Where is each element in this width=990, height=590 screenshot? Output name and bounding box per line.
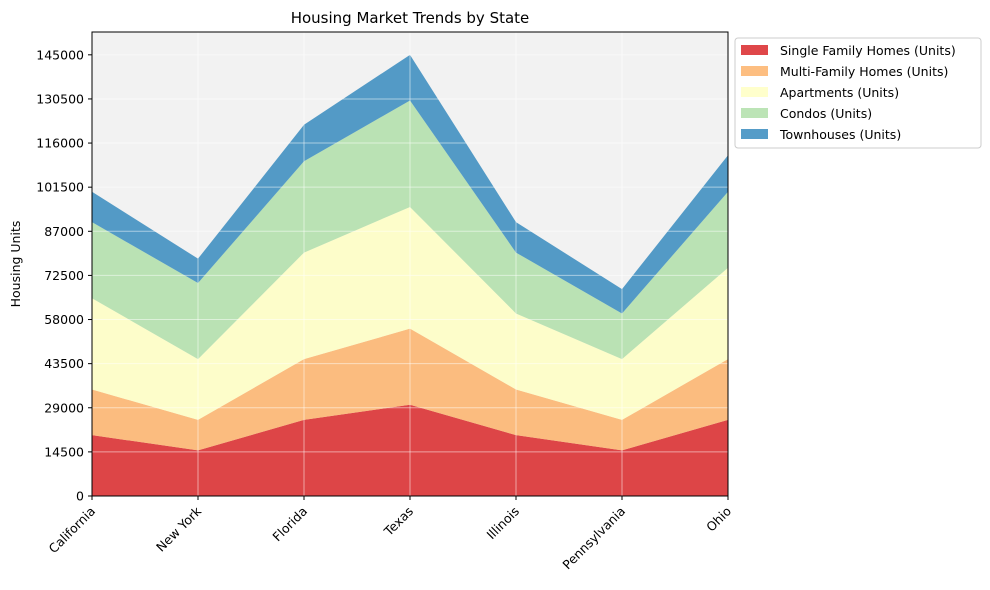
y-tick-label: 72500	[44, 268, 84, 283]
x-tick-label: Ohio	[703, 504, 734, 535]
x-tick-label: Pennsylvania	[559, 504, 628, 573]
legend-swatch	[741, 45, 768, 55]
legend-label: Single Family Homes (Units)	[780, 43, 956, 58]
x-tick-label: New York	[153, 503, 205, 555]
legend: Single Family Homes (Units) Multi-Family …	[734, 37, 982, 149]
x-tick-label: Texas	[380, 504, 416, 540]
x-axis-ticks: California New York Florida Texas Illinois Pe…	[46, 496, 734, 573]
y-tick-label: 58000	[44, 312, 84, 327]
legend-label: Townhouses (Units)	[779, 127, 901, 142]
chart-title: Housing Market Trends by State	[291, 9, 530, 27]
x-tick-label: California	[46, 504, 99, 557]
area-series-3	[92, 100, 728, 360]
y-axis-ticks: 0 14500 29000 43500 58000 72500 87000 101500 116…	[36, 47, 92, 504]
x-tick-label: Illinois	[483, 504, 522, 543]
legend-swatch	[741, 108, 768, 118]
y-tick-label: 14500	[44, 444, 84, 459]
y-axis-label: Housing Units	[8, 221, 23, 308]
y-tick-label: 130500	[36, 91, 84, 106]
y-tick-label: 0	[76, 489, 84, 504]
x-tick-label: Florida	[269, 504, 310, 545]
y-tick-label: 101500	[36, 180, 84, 195]
legend-label: Condos (Units)	[780, 106, 872, 121]
y-tick-label: 87000	[44, 224, 84, 239]
y-tick-label: 116000	[36, 136, 84, 151]
y-tick-label: 29000	[44, 400, 84, 415]
legend-box	[734, 37, 982, 149]
legend-swatch	[741, 66, 768, 76]
y-tick-label: 145000	[36, 47, 84, 62]
legend-swatch	[741, 129, 768, 139]
legend-label: Multi-Family Homes (Units)	[780, 64, 948, 79]
legend-label: Apartments (Units)	[780, 85, 899, 100]
plot-frame	[91, 31, 729, 497]
y-tick-label: 43500	[44, 356, 84, 371]
legend-swatch	[741, 87, 768, 97]
